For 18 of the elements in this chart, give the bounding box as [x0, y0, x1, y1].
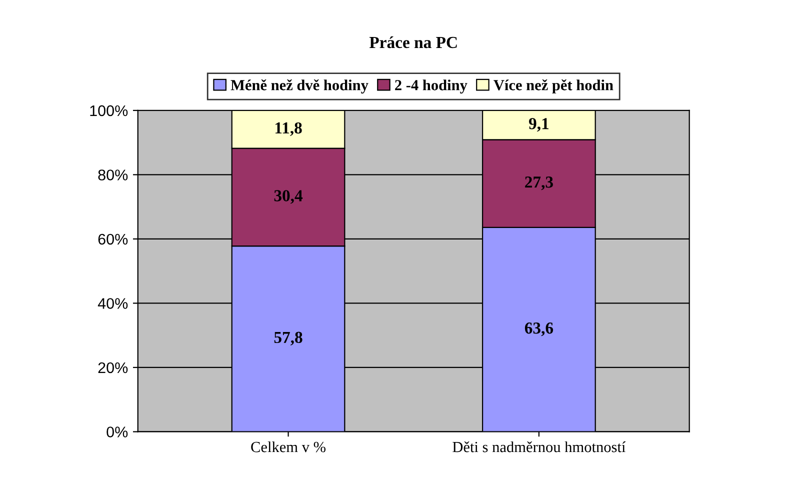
- data-label: 27,3: [525, 176, 553, 190]
- legend-label: Více než pět hodin: [494, 79, 614, 94]
- data-label: 11,8: [275, 122, 302, 136]
- y-tick-label: 40%: [98, 298, 128, 309]
- x-tick-label: Děti s nadměrnou hmotností: [452, 441, 626, 452]
- legend-label: 2 -4 hodiny: [395, 80, 468, 94]
- data-label: 30,4: [274, 190, 303, 204]
- x-tick-label: Celkem v %: [251, 441, 326, 452]
- data-label: 63,6: [524, 322, 554, 336]
- y-tick-label: 80%: [98, 170, 128, 180]
- data-label: 57,8: [274, 332, 302, 346]
- y-tick-label: 0%: [106, 426, 128, 438]
- data-label: 9,1: [528, 118, 548, 132]
- y-tick-label: 100%: [90, 105, 128, 116]
- y-tick-label: 20%: [98, 362, 128, 374]
- chart-title: Práce na PC: [369, 36, 457, 48]
- legend-label: Méně než dvě hodiny: [230, 79, 368, 94]
- y-tick-label: 60%: [98, 234, 128, 245]
